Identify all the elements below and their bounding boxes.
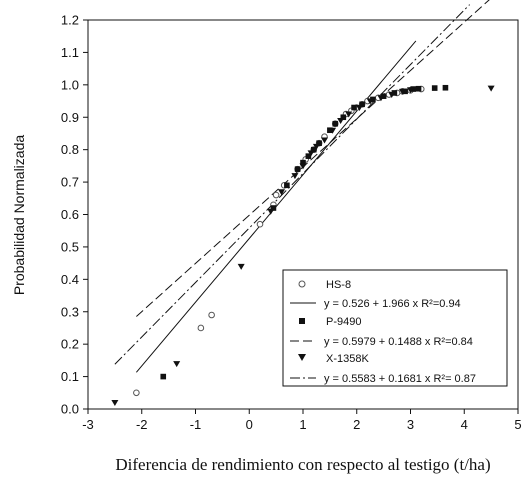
y-tick-label: 0.6 (61, 207, 79, 222)
y-tick-label: 0.0 (61, 402, 79, 417)
point-x1358k (407, 87, 414, 94)
point-x1358k (388, 92, 396, 99)
point-x1358k (398, 88, 406, 95)
point-hs8 (208, 311, 215, 319)
point-p9490 (340, 114, 347, 121)
point-x1358k (299, 163, 307, 170)
y-tick-label: 0.9 (61, 110, 79, 125)
point-x1358k (278, 189, 285, 196)
y-axis-label: Probabilidad Normalizada (11, 135, 27, 296)
point-p9490 (402, 88, 408, 95)
data-points (111, 84, 495, 407)
point-p9490 (316, 140, 322, 146)
point-p9490 (327, 127, 333, 134)
point-hs8 (256, 220, 264, 228)
point-x1358k (337, 117, 345, 124)
point-p9490 (310, 146, 317, 153)
x-axis-label: Diferencia de rendimiento con respecto a… (115, 455, 490, 474)
point-x1358k (377, 95, 385, 102)
x-tick-label: -2 (136, 417, 148, 432)
x-tick-label: -1 (190, 417, 202, 432)
point-x1358k (321, 137, 328, 144)
point-x1358k (267, 208, 275, 215)
point-hs8 (133, 389, 140, 397)
point-x1358k (487, 85, 495, 92)
legend-label-hs8: HS-8 (326, 279, 351, 291)
legend-fit-label-hs8: y = 0.526 + 1.966 x R²=0.94 (324, 298, 461, 310)
x-tick-label: 5 (514, 417, 521, 432)
x-tick-label: 4 (461, 417, 468, 432)
fit-line-x1358k (114, 4, 470, 365)
legend-label-p9490: P-9490 (326, 316, 361, 328)
point-p9490 (410, 86, 416, 92)
point-p9490 (160, 373, 167, 380)
point-x1358k (355, 105, 363, 112)
point-p9490 (300, 159, 306, 166)
axis-ticks: -3 -2 -1 0 1 2 3 4 5 0.0 0.1 0.2 0.3 0.4 0.5 0.6 0.7 0.8 0… (61, 13, 522, 433)
point-p9490 (431, 85, 438, 91)
x-tick-label: 2 (353, 417, 360, 432)
y-tick-label: 0.2 (61, 337, 79, 352)
point-p9490 (359, 101, 365, 108)
legend: HS-8 y = 0.526 + 1.966 x R²=0.94 P-9490 … (282, 269, 508, 387)
point-x1358k (291, 173, 299, 180)
x-tick-label: 1 (299, 417, 306, 432)
x-tick-label: -3 (82, 417, 94, 432)
legend-marker-x1358k (298, 354, 306, 361)
point-hs8 (272, 191, 280, 199)
y-tick-label: 0.1 (61, 369, 79, 384)
y-tick-label: 0.3 (61, 304, 79, 319)
point-p9490 (332, 120, 339, 127)
y-tick-label: 1.0 (61, 77, 79, 92)
point-p9490 (284, 182, 290, 189)
legend-box (282, 269, 508, 387)
point-p9490 (270, 205, 277, 211)
point-p9490 (305, 153, 312, 159)
legend-marker-p9490 (299, 318, 305, 324)
y-tick-label: 0.7 (61, 175, 79, 190)
y-tick-label: 1.2 (61, 13, 79, 28)
x-tick-label: 0 (246, 417, 253, 432)
point-p9490 (442, 84, 449, 91)
point-p9490 (415, 85, 422, 92)
point-x1358k (307, 150, 315, 157)
point-x1358k (111, 400, 119, 407)
point-x1358k (366, 98, 374, 105)
fit-line-p9490 (136, 0, 490, 317)
legend-label-x1358k: X-1358K (326, 353, 369, 365)
point-p9490 (294, 166, 301, 172)
legend-fit-label-x1358k: y = 0.5583 + 0.1681 x R²= 0.87 (324, 373, 476, 385)
point-x1358k (312, 143, 320, 150)
point-x1358k (173, 361, 181, 368)
point-x1358k (237, 263, 245, 270)
point-hs8 (197, 324, 205, 332)
x-tick-label: 3 (407, 417, 414, 432)
y-tick-label: 0.4 (61, 272, 79, 287)
legend-fit-label-p9490: y = 0.5979 + 0.1488 x R²=0.84 (324, 336, 473, 348)
point-x1358k (345, 111, 353, 118)
y-tick-label: 0.5 (61, 239, 79, 254)
legend-marker-hs8 (298, 280, 306, 288)
y-tick-label: 0.8 (61, 142, 79, 157)
y-tick-label: 1.1 (61, 45, 79, 60)
point-p9490 (351, 104, 357, 111)
point-x1358k (329, 127, 337, 134)
